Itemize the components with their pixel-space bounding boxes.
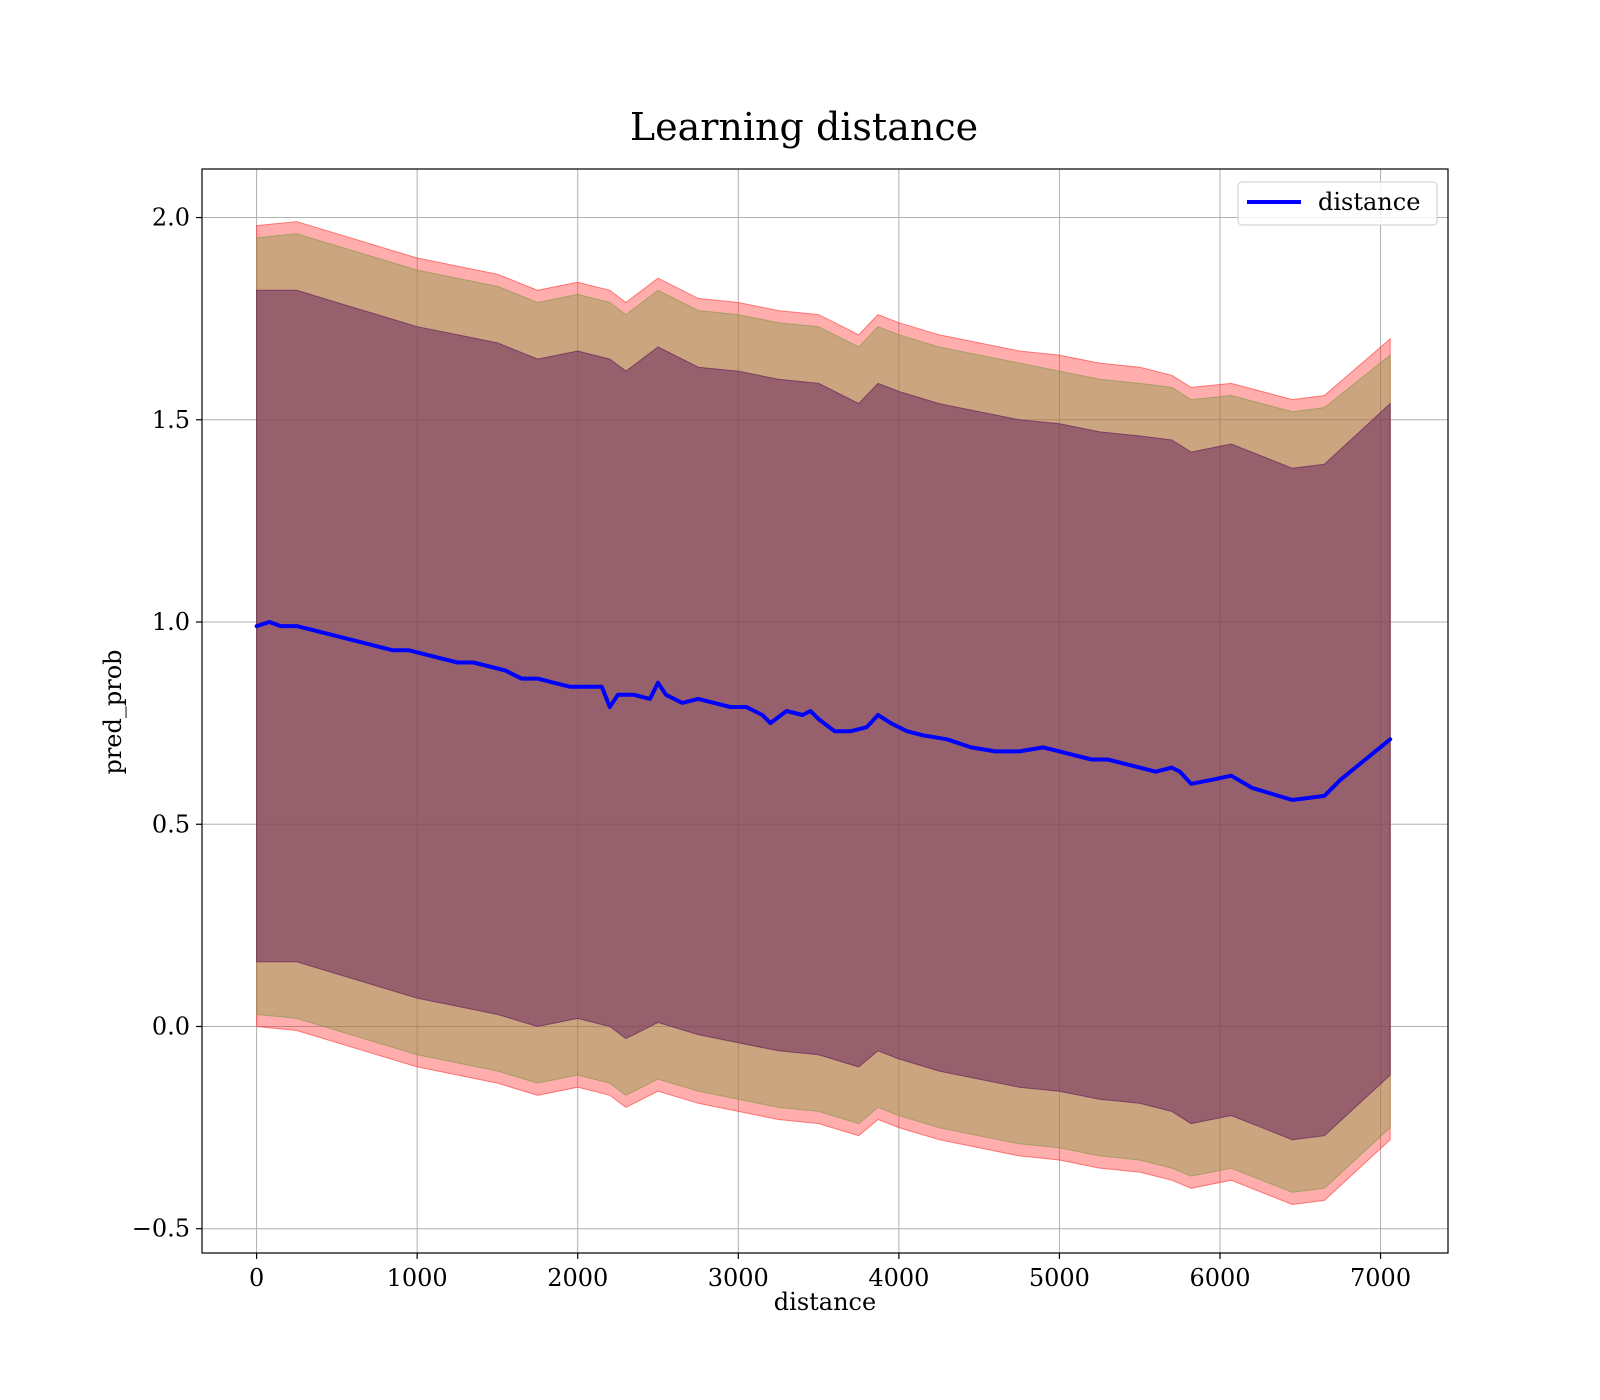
x-tick-label: 5000 <box>1029 1264 1090 1292</box>
y-axis-label: pred_prob <box>99 649 127 774</box>
legend-box <box>1237 181 1438 226</box>
y-tick-label: 0.0 <box>152 1012 190 1040</box>
series-lines <box>254 620 1393 802</box>
y-tick-label: 1.0 <box>152 608 190 636</box>
x-tick-label: 2000 <box>547 1264 608 1292</box>
legend-label-distance: distance <box>1318 188 1420 216</box>
chart-title: Learning distance <box>630 105 978 149</box>
plot-area-frame <box>201 168 1449 1254</box>
series-line-distance <box>254 620 1393 802</box>
legend: distance <box>1237 181 1438 226</box>
y-tick-label: 2.0 <box>152 204 190 232</box>
x-tick-label: 3000 <box>708 1264 769 1292</box>
x-tick-label: 0 <box>249 1264 264 1292</box>
y-tick-label: −0.5 <box>132 1215 190 1243</box>
y-tick-label: 1.5 <box>152 406 190 434</box>
x-tick-label: 6000 <box>1189 1264 1250 1292</box>
y-tick-label: 0.5 <box>152 810 190 838</box>
axis-ticks: 0 1000 2000 3000 4000 5000 6000 7000 −0.5 0.0 0.5 1… <box>132 204 1411 1292</box>
confidence-bands <box>256 221 1391 1206</box>
x-axis-label: distance <box>774 1288 876 1316</box>
x-tick-label: 4000 <box>868 1264 929 1292</box>
x-tick-label: 7000 <box>1350 1264 1411 1292</box>
x-tick-label: 1000 <box>387 1264 448 1292</box>
band-2 <box>256 289 1391 1141</box>
